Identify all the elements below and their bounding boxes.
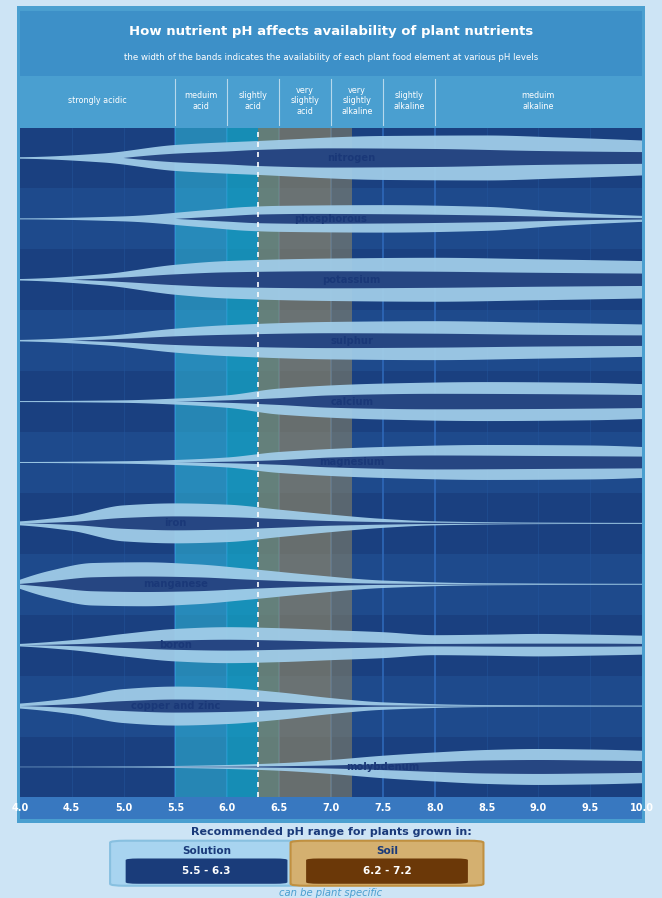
Text: molybdenum: molybdenum	[346, 762, 420, 772]
Text: Soil: Soil	[376, 847, 398, 857]
Text: can be plant specific: can be plant specific	[279, 888, 383, 898]
FancyBboxPatch shape	[0, 7, 662, 80]
Text: 5.5: 5.5	[167, 803, 184, 814]
Text: Solution: Solution	[182, 847, 231, 857]
Text: very
slightly
acid: very slightly acid	[291, 86, 320, 116]
Text: 4.0: 4.0	[11, 803, 28, 814]
Polygon shape	[20, 258, 642, 302]
Text: meduim
acid: meduim acid	[185, 92, 218, 110]
Text: nitrogen: nitrogen	[328, 153, 376, 163]
Text: How nutrient pH affects availability of plant nutrients: How nutrient pH affects availability of …	[129, 25, 533, 39]
Polygon shape	[20, 577, 642, 592]
Text: magnesium: magnesium	[319, 457, 385, 468]
Text: calcium: calcium	[330, 397, 373, 407]
Text: copper and zinc: copper and zinc	[130, 701, 220, 711]
FancyBboxPatch shape	[291, 841, 483, 885]
Polygon shape	[20, 627, 642, 663]
Polygon shape	[175, 214, 642, 224]
Bar	[20, 615, 642, 675]
Text: 5.0: 5.0	[115, 803, 132, 814]
Polygon shape	[20, 445, 642, 480]
FancyBboxPatch shape	[306, 858, 468, 884]
Text: Recommended pH range for plants grown in:: Recommended pH range for plants grown in…	[191, 827, 471, 837]
Polygon shape	[20, 749, 642, 785]
Text: 7.5: 7.5	[374, 803, 391, 814]
Bar	[20, 371, 642, 432]
Bar	[20, 736, 642, 797]
Polygon shape	[71, 333, 642, 348]
Bar	[20, 250, 642, 310]
Text: 9.5: 9.5	[582, 803, 599, 814]
Polygon shape	[20, 639, 642, 650]
Bar	[20, 128, 642, 189]
Polygon shape	[20, 205, 642, 233]
Text: slightly
acid: slightly acid	[239, 92, 267, 110]
Polygon shape	[71, 271, 642, 288]
Bar	[175, 128, 258, 797]
Polygon shape	[20, 687, 642, 726]
Polygon shape	[124, 760, 642, 774]
FancyBboxPatch shape	[110, 841, 303, 885]
Polygon shape	[20, 382, 642, 421]
Text: potassium: potassium	[322, 275, 381, 285]
Polygon shape	[20, 504, 642, 543]
Bar	[20, 189, 642, 250]
Bar	[227, 128, 279, 797]
Text: 6.0: 6.0	[218, 803, 236, 814]
Bar	[20, 432, 642, 493]
Polygon shape	[20, 700, 642, 713]
Polygon shape	[20, 516, 642, 531]
Polygon shape	[124, 148, 642, 168]
Text: 4.5: 4.5	[63, 803, 80, 814]
Bar	[20, 310, 642, 371]
Polygon shape	[20, 562, 642, 606]
Text: 9.0: 9.0	[530, 803, 547, 814]
Text: 6.2 - 7.2: 6.2 - 7.2	[363, 867, 411, 876]
FancyBboxPatch shape	[19, 76, 643, 128]
Text: very
slightly
alkaline: very slightly alkaline	[341, 86, 373, 116]
Text: manganese: manganese	[143, 579, 208, 589]
Text: boron: boron	[159, 640, 192, 650]
Bar	[20, 675, 642, 736]
FancyBboxPatch shape	[126, 858, 287, 884]
Text: sulphur: sulphur	[330, 336, 373, 346]
Bar	[20, 493, 642, 554]
Text: 5.5 - 6.3: 5.5 - 6.3	[182, 867, 231, 876]
Text: strongly acidic: strongly acidic	[68, 96, 127, 105]
Text: 7.0: 7.0	[322, 803, 340, 814]
Bar	[258, 128, 352, 797]
Text: phosphorous: phosphorous	[295, 214, 367, 224]
Bar	[20, 554, 642, 615]
Text: slightly
alkaline: slightly alkaline	[393, 92, 424, 110]
FancyBboxPatch shape	[7, 0, 655, 836]
Text: 8.0: 8.0	[426, 803, 444, 814]
Polygon shape	[175, 455, 642, 470]
Polygon shape	[175, 394, 642, 409]
Text: 8.5: 8.5	[478, 803, 495, 814]
Text: the width of the bands indicates the availability of each plant food element at : the width of the bands indicates the ava…	[124, 54, 538, 63]
Text: 6.5: 6.5	[271, 803, 288, 814]
Text: iron: iron	[164, 518, 187, 528]
Polygon shape	[20, 321, 642, 360]
Bar	[258, 128, 331, 797]
Text: 10.0: 10.0	[630, 803, 654, 814]
Text: meduim
alkaline: meduim alkaline	[522, 92, 555, 110]
Polygon shape	[20, 136, 642, 180]
